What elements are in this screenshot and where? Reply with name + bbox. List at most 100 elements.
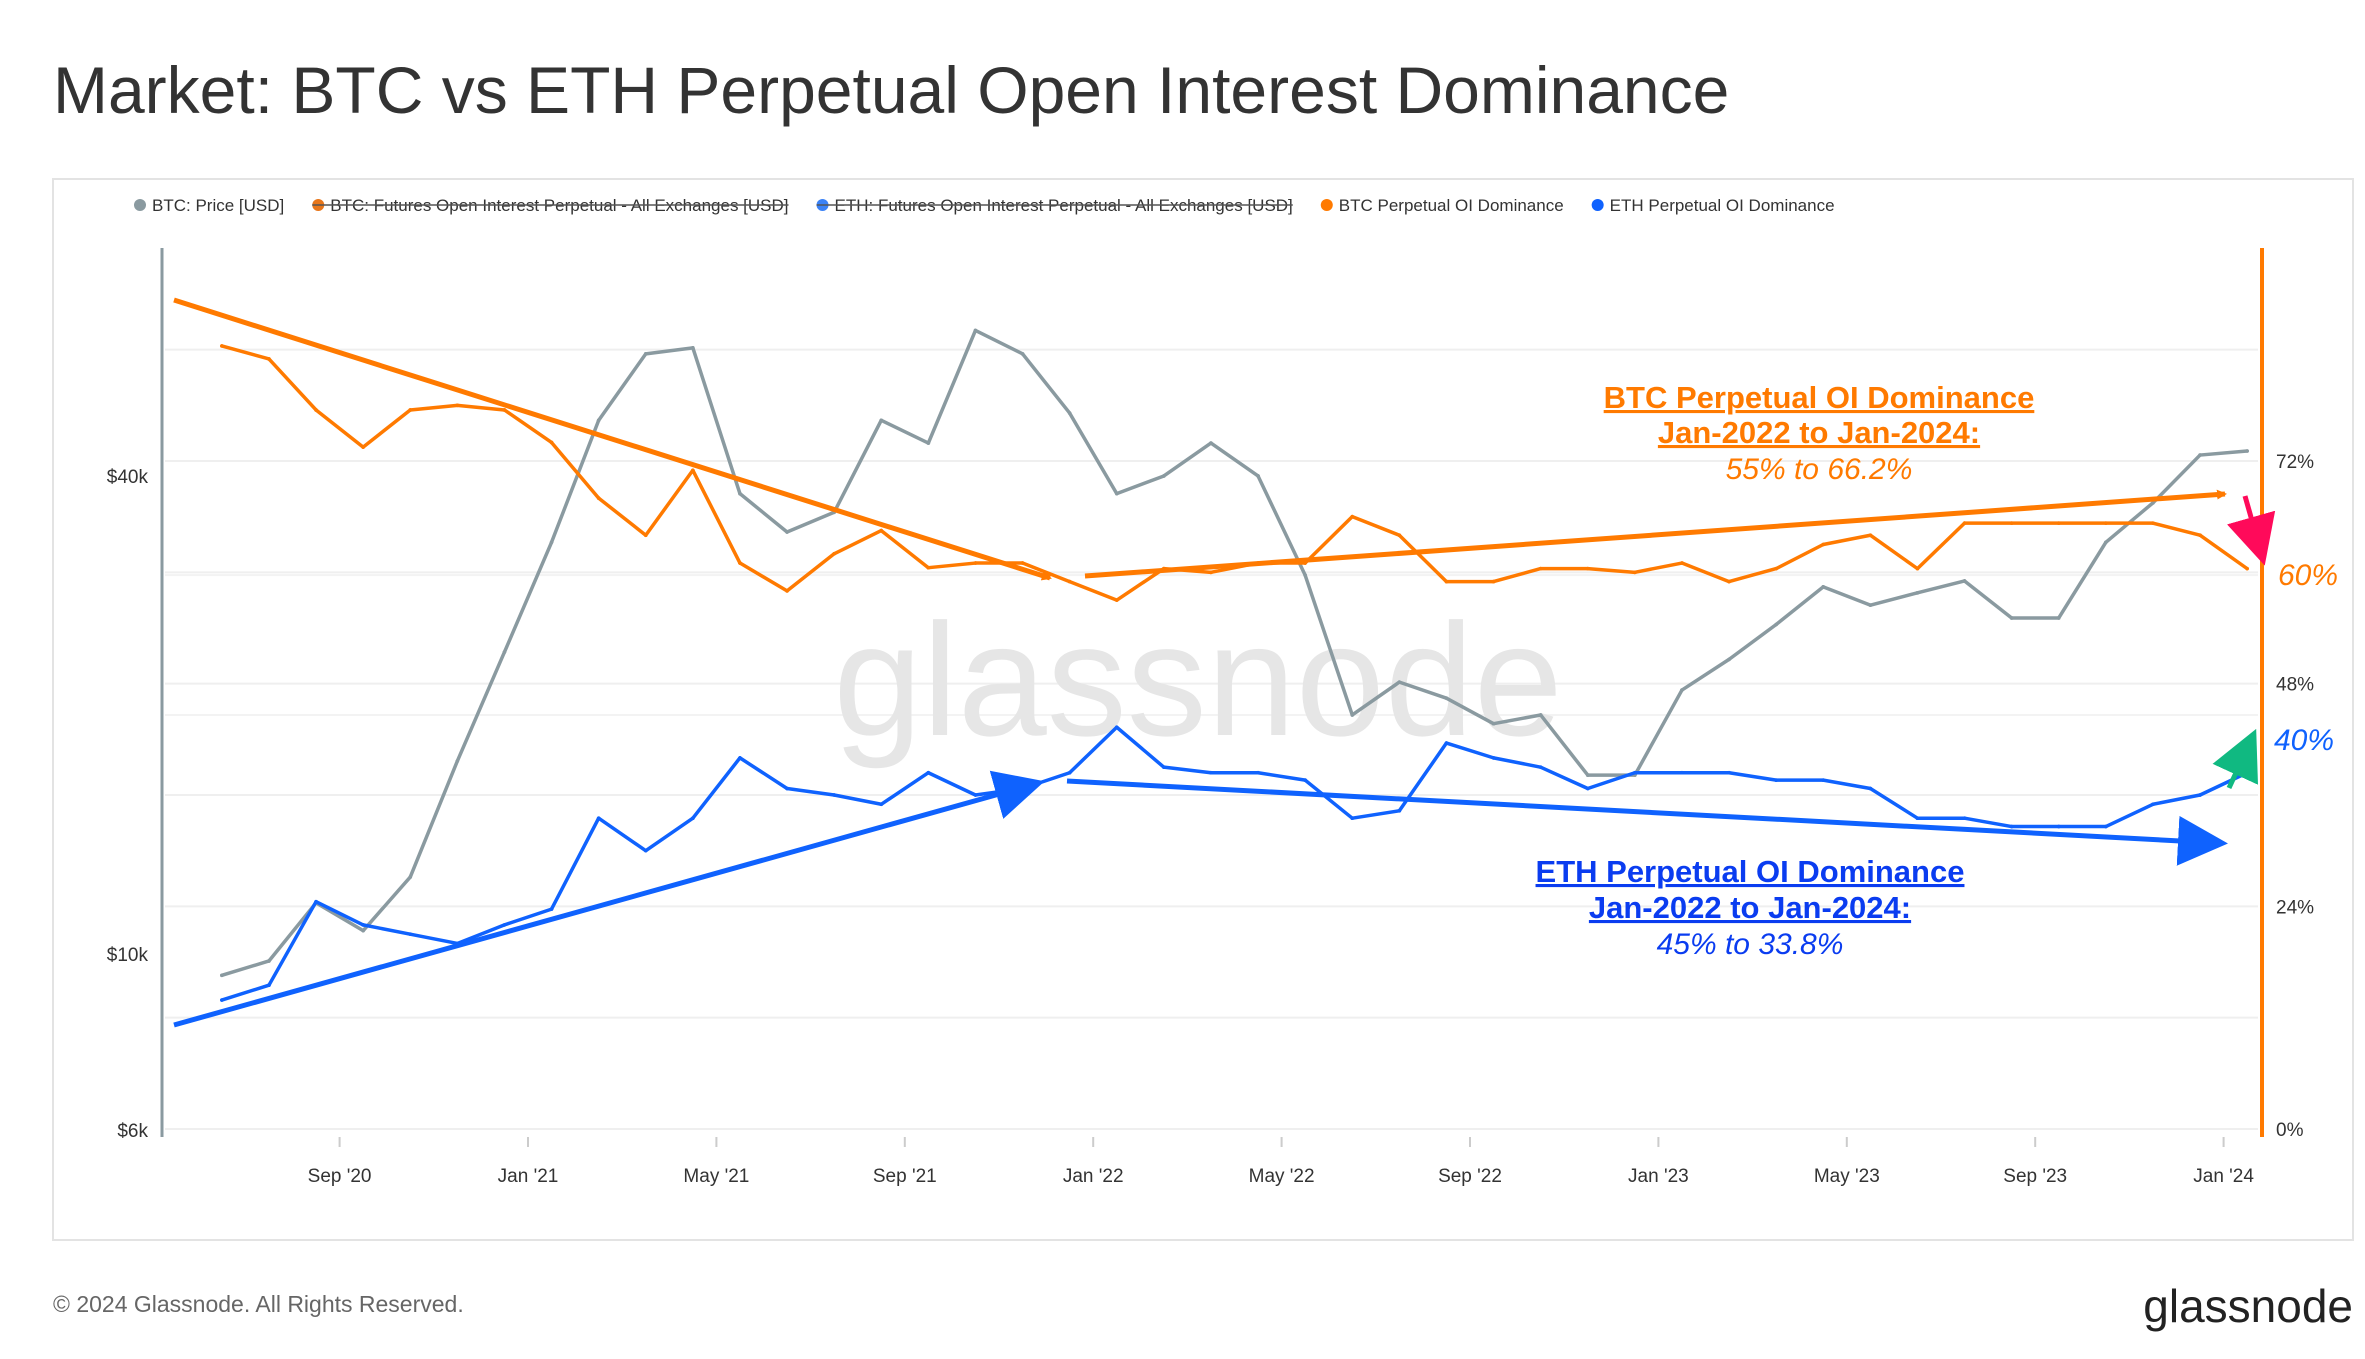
data-point	[1303, 778, 1307, 782]
series-segment	[1727, 770, 1778, 782]
series-segment	[1444, 741, 1496, 760]
data-point	[267, 357, 271, 361]
y-left-tick-label: $10k	[107, 945, 149, 966]
btc-trend-up-arrow-icon	[1084, 489, 2227, 579]
series-segment	[1633, 561, 1684, 575]
series-segment	[408, 403, 460, 412]
legend-item[interactable]: BTC: Futures Open Interest Perpetual - A…	[312, 196, 789, 215]
series-segment	[1633, 688, 1684, 777]
data-point	[1114, 491, 1119, 496]
data-point	[1821, 778, 1826, 782]
series-segment	[1915, 579, 1967, 595]
eth-rise-arrow-icon	[2212, 728, 2258, 790]
data-point	[1821, 585, 1826, 589]
series-segment	[1303, 778, 1354, 820]
series-segment	[220, 983, 271, 1002]
data-point	[2151, 802, 2155, 807]
y-left-tick-label: $40k	[107, 467, 149, 488]
series-segment	[879, 528, 931, 570]
series-segment	[785, 510, 836, 534]
series-segment	[2198, 770, 2249, 797]
trend-arrows	[173, 297, 2276, 1028]
series-segment	[1821, 533, 1873, 547]
series-segment	[1350, 514, 1402, 537]
data-point	[2151, 501, 2155, 505]
data-point	[361, 928, 365, 933]
data-point	[1585, 786, 1590, 791]
data-point	[1162, 474, 1166, 478]
series-segment	[502, 907, 554, 927]
data-point	[220, 973, 224, 978]
series-segment	[1303, 573, 1354, 717]
series-segment	[644, 468, 695, 537]
data-point	[2104, 824, 2108, 829]
data-point	[1680, 561, 1684, 565]
y-left-tick-label: $6k	[117, 1121, 148, 1142]
series-segment	[785, 552, 836, 593]
data-point	[643, 533, 648, 538]
y-right-tick-label: 72%	[2276, 452, 2314, 473]
series-segment	[220, 959, 271, 978]
data-point	[1585, 566, 1590, 571]
series-segment	[267, 357, 318, 412]
series-segment	[408, 759, 460, 879]
data-point	[502, 650, 507, 654]
data-point	[502, 408, 507, 412]
series-segment	[1491, 566, 1543, 584]
data-point	[314, 899, 318, 904]
data-point	[361, 923, 365, 927]
data-point	[2198, 793, 2202, 797]
data-point	[502, 923, 507, 927]
series-segment	[502, 408, 554, 445]
data-point	[1821, 542, 1826, 547]
data-point	[785, 530, 789, 534]
series-btc-price-usd-	[220, 328, 2249, 978]
data-point	[2056, 824, 2061, 829]
series-segment	[361, 408, 412, 449]
legend-item[interactable]: ETH: Futures Open Interest Perpetual - A…	[816, 196, 1293, 215]
series-segment	[973, 328, 1025, 356]
series-segment	[1868, 786, 1920, 820]
eth-annotation-title: ETH Perpetual OI Dominance	[1536, 854, 1965, 889]
series-segment	[1868, 591, 1920, 607]
legend-item[interactable]: BTC: Price [USD]	[134, 196, 284, 215]
axis-ticks: Sep '20 Jan '21 May '21 Sep '21 Jan '22 May '…	[107, 452, 2314, 1187]
data-point	[1585, 773, 1590, 777]
series-segment	[1115, 725, 1166, 769]
data-point	[1067, 579, 1072, 584]
data-point	[738, 561, 742, 565]
data-point	[832, 793, 836, 797]
series-eth-perpetual-oi-dominance	[220, 725, 2249, 1002]
data-point	[973, 793, 978, 797]
series-segment	[2198, 449, 2249, 457]
legend-item[interactable]: ETH Perpetual OI Dominance	[1591, 196, 1835, 215]
data-point	[2009, 521, 2014, 525]
btc-trend-down-arrow-icon	[173, 297, 1052, 581]
data-point	[1491, 721, 1496, 726]
series-segment	[314, 899, 365, 927]
eth-annotation-values: 45% to 33.8%	[1657, 928, 1844, 961]
data-point	[596, 496, 601, 500]
series-segment	[1067, 579, 1119, 602]
data-point	[1067, 770, 1072, 775]
legend-label: BTC Perpetual OI Dominance	[1339, 196, 1564, 215]
series-segment	[1491, 756, 1543, 769]
data-point	[1868, 533, 1873, 538]
page-title: Market: BTC vs ETH Perpetual Open Intere…	[53, 53, 1729, 127]
data-point	[2056, 521, 2061, 525]
data-point	[1209, 770, 1213, 775]
series-segment	[1680, 561, 1731, 584]
series-segment	[879, 418, 931, 445]
data-point	[2056, 616, 2061, 620]
data-point	[1633, 570, 1637, 575]
data-point	[1727, 579, 1731, 584]
data-point	[879, 802, 884, 807]
series-segment	[832, 528, 883, 556]
data-point	[314, 408, 318, 412]
legend-item[interactable]: BTC Perpetual OI Dominance	[1320, 196, 1564, 215]
series-segment	[267, 899, 318, 987]
data-point	[1774, 778, 1778, 782]
data-point	[1727, 770, 1731, 775]
legend[interactable]: BTC: Price [USD] BTC: Futures Open Intere…	[134, 196, 1835, 215]
